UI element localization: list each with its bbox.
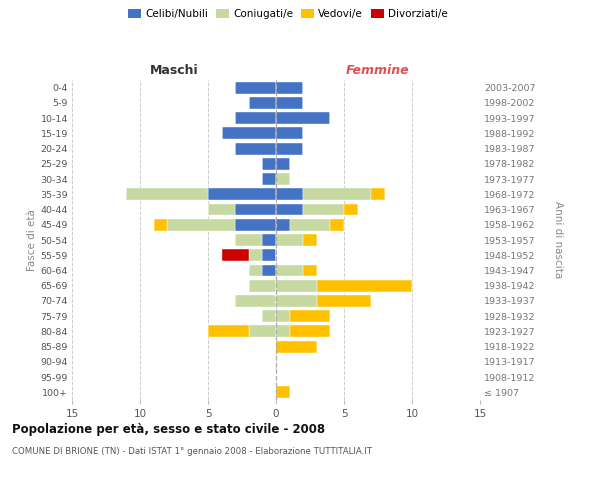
Bar [262,310,276,322]
Text: Maschi: Maschi [149,64,199,78]
Bar [249,326,276,338]
Bar [154,219,167,230]
Bar [276,173,290,185]
Bar [249,97,276,109]
Bar [290,326,331,338]
Bar [235,204,276,216]
Bar [276,219,290,230]
Text: Femmine: Femmine [346,64,410,78]
Bar [235,295,276,307]
Bar [276,97,303,109]
Bar [276,142,303,154]
Bar [276,82,303,94]
Bar [249,264,262,276]
Text: COMUNE DI BRIONE (TN) - Dati ISTAT 1° gennaio 2008 - Elaborazione TUTTITALIA.IT: COMUNE DI BRIONE (TN) - Dati ISTAT 1° ge… [12,448,372,456]
Bar [235,234,262,246]
Bar [221,128,276,140]
Bar [290,219,331,230]
Bar [317,295,371,307]
Bar [276,326,290,338]
Bar [371,188,385,200]
Bar [331,219,344,230]
Y-axis label: Anni di nascita: Anni di nascita [553,202,563,278]
Bar [303,234,317,246]
Bar [276,112,331,124]
Bar [262,234,276,246]
Bar [221,250,249,261]
Bar [303,188,371,200]
Bar [262,173,276,185]
Bar [235,82,276,94]
Bar [276,280,317,291]
Y-axis label: Fasce di età: Fasce di età [28,209,37,271]
Bar [262,158,276,170]
Bar [235,112,276,124]
Bar [344,204,358,216]
Bar [262,250,276,261]
Bar [303,204,344,216]
Bar [167,219,235,230]
Bar [208,188,276,200]
Bar [276,128,303,140]
Bar [262,264,276,276]
Bar [276,295,317,307]
Bar [290,310,331,322]
Bar [249,250,262,261]
Bar [276,234,303,246]
Bar [276,158,290,170]
Bar [276,264,303,276]
Bar [276,386,290,398]
Bar [208,204,235,216]
Bar [276,188,303,200]
Bar [235,219,276,230]
Bar [276,340,317,352]
Bar [235,142,276,154]
Bar [276,310,290,322]
Bar [317,280,412,291]
Text: Popolazione per età, sesso e stato civile - 2008: Popolazione per età, sesso e stato civil… [12,422,325,436]
Legend: Celibi/Nubili, Coniugati/e, Vedovi/e, Divorziati/e: Celibi/Nubili, Coniugati/e, Vedovi/e, Di… [124,5,452,24]
Bar [249,280,276,291]
Bar [303,264,317,276]
Bar [127,188,208,200]
Bar [276,204,303,216]
Bar [208,326,249,338]
